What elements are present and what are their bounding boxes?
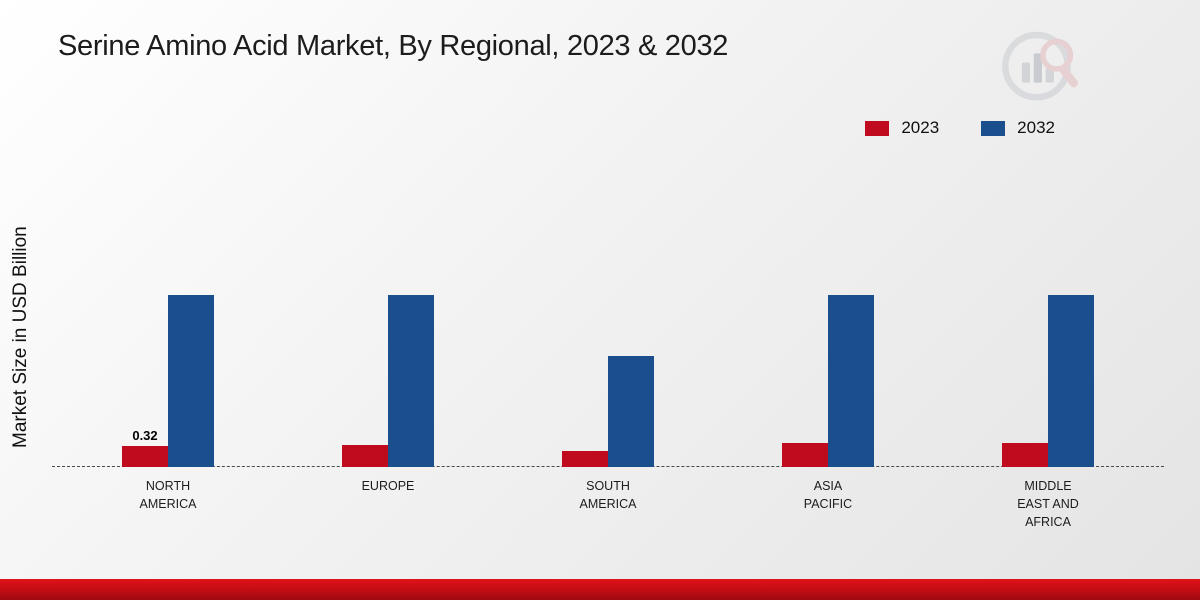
legend-swatch-2023 [865,120,890,136]
legend-label-2032: 2032 [1017,118,1055,137]
chart-title: Serine Amino Acid Market, By Regional, 2… [58,30,729,62]
legend-label-2023: 2023 [901,118,940,137]
bar-2023-middle-east-and-africa [1002,443,1048,467]
category-label-south-america: SOUTH AMERICA [579,479,637,512]
bar-group-asia-pacific: ASIA PACIFIC [782,295,874,511]
bar-group-south-america: SOUTH AMERICA [562,356,654,511]
bar-wrap [1048,295,1094,467]
bar-pair: 0.32 [122,295,214,467]
bar-group-north-america: 0.32 NORTH AMERICA [122,295,214,511]
category-label-north-america: NORTH AMERICA [139,479,197,512]
bar-pair [1002,295,1094,467]
bar-wrap [1002,443,1048,467]
bar-2032-south-america [608,356,654,467]
bar-2023-europe [342,445,388,467]
category-label-europe: EUROPE [361,479,415,493]
bar-pair [562,356,654,467]
bar-wrap [782,443,828,467]
bar-2023-asia-pacific [782,443,828,467]
bar-wrap: 0.32 [122,428,168,467]
legend-item-2023: 2023 [865,118,939,138]
bar-wrap [168,295,214,467]
bar-wrap [828,295,874,467]
bar-2023-south-america [562,451,608,467]
footer-red-bar [0,579,1200,600]
bar-wrap [608,356,654,467]
chart-legend: 2023 2032 [865,118,1055,138]
bar-2023-north-america [122,446,168,467]
bar-wrap [388,295,434,467]
category-label-asia-pacific: ASIA PACIFIC [803,479,853,512]
bar-2032-north-america [168,295,214,467]
bar-wrap [342,445,388,467]
category-label-middle-east-and-africa: MIDDLE EAST AND AFRICA [1017,479,1079,530]
bar-pair [342,295,434,467]
bar-pair [782,295,874,467]
bar-group-middle-east-and-africa: MIDDLE EAST AND AFRICA [1002,295,1094,529]
bar-2032-asia-pacific [828,295,874,467]
bar-chart: 0.32 NORTH AMERICA EUROPE SOUTH AMERICA ASIA… [52,235,1164,529]
y-axis-label: Market Size in USD Billion [10,226,31,448]
bar-groups: 0.32 NORTH AMERICA EUROPE SOUTH AMERICA ASIA… [58,235,1158,529]
legend-item-2032: 2032 [981,118,1055,138]
bar-wrap [562,451,608,467]
bar-value-label: 0.32 [132,428,158,443]
brand-logo-icon [1002,31,1079,101]
bar-2032-europe [388,295,434,467]
legend-swatch-2032 [981,120,1006,136]
bar-group-europe: EUROPE [342,295,434,493]
bar-2032-middle-east-and-africa [1048,295,1094,467]
